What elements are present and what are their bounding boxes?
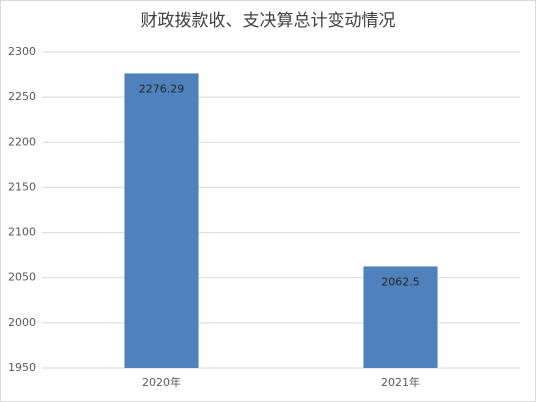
value-label: 2062.5 <box>381 275 420 288</box>
x-tick-label: 2021年 <box>381 375 420 389</box>
bar <box>124 73 199 369</box>
bar <box>363 266 438 368</box>
y-tick-label: 2100 <box>8 226 36 239</box>
y-tick-label: 2000 <box>8 316 36 329</box>
y-tick-label: 2150 <box>8 180 36 193</box>
y-tick-label: 2050 <box>8 271 36 284</box>
chart-title: 财政拨款收、支决算总计变动情况 <box>141 11 396 31</box>
value-label: 2276.29 <box>139 82 185 95</box>
y-tick-label: 2250 <box>8 90 36 103</box>
x-tick-label: 2020年 <box>142 375 181 389</box>
y-tick-label: 2300 <box>8 45 36 58</box>
y-tick-label: 2200 <box>8 135 36 148</box>
y-tick-label: 1950 <box>8 361 36 374</box>
